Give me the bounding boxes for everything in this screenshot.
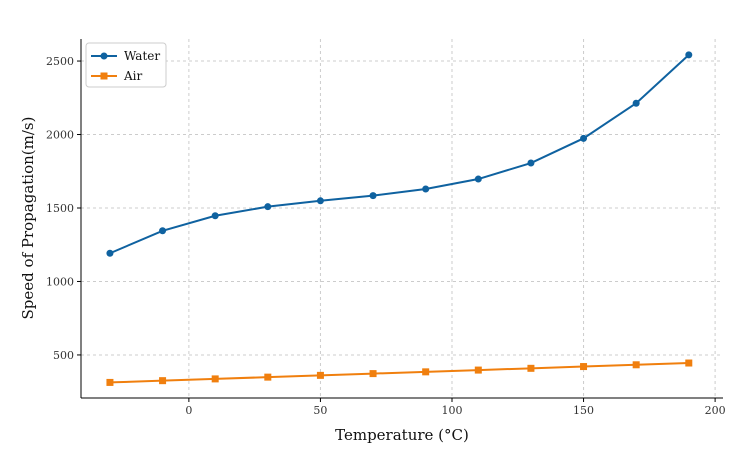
water-point: [685, 51, 693, 59]
air-point: [264, 373, 272, 381]
y-tick-label: 2500: [46, 55, 74, 68]
y-tick-label: 2000: [46, 129, 74, 142]
water-point: [474, 175, 482, 183]
x-tick-label: 0: [185, 404, 192, 417]
water-point: [316, 197, 324, 205]
water-point: [632, 99, 640, 107]
x-tick-label: 100: [441, 404, 462, 417]
air-legend-marker: [100, 72, 108, 80]
x-axis-label: Temperature (°C): [335, 426, 469, 444]
air-point: [632, 361, 640, 369]
water-point: [580, 134, 588, 142]
water-legend-marker: [100, 52, 108, 60]
y-tick-label: 1500: [46, 202, 74, 215]
water-point: [527, 159, 535, 167]
water-point: [106, 249, 114, 257]
y-axis-label: Speed of Propagation(m/s): [19, 117, 37, 320]
water-point: [211, 212, 219, 220]
water-legend-label: Water: [124, 49, 160, 63]
water-point: [422, 185, 430, 193]
air-point: [159, 377, 167, 385]
air-point: [211, 375, 219, 383]
air-line: [109, 362, 689, 384]
water-point: [264, 203, 272, 211]
air-point: [106, 378, 114, 386]
air-point: [316, 371, 324, 379]
air-point: [685, 359, 693, 367]
water-point: [159, 227, 167, 235]
air-point: [474, 366, 482, 374]
water-line: [109, 54, 690, 255]
grid: [81, 39, 723, 398]
x-tick-label: 150: [573, 404, 594, 417]
x-tick-label: 200: [705, 404, 726, 417]
air-point: [527, 364, 535, 372]
air-legend-label: Air: [123, 69, 143, 83]
air-point: [369, 370, 377, 378]
ticks: 0 50 100 150 200 500 1000 1500 2000 2500: [46, 55, 726, 417]
x-tick-label: 50: [313, 404, 327, 417]
y-tick-label: 500: [53, 349, 74, 362]
air-point: [580, 363, 588, 371]
y-tick-label: 1000: [46, 275, 74, 288]
water-point: [369, 192, 377, 200]
series-group: [106, 51, 693, 386]
legend: Water Air: [85, 42, 167, 88]
air-point: [422, 368, 430, 376]
